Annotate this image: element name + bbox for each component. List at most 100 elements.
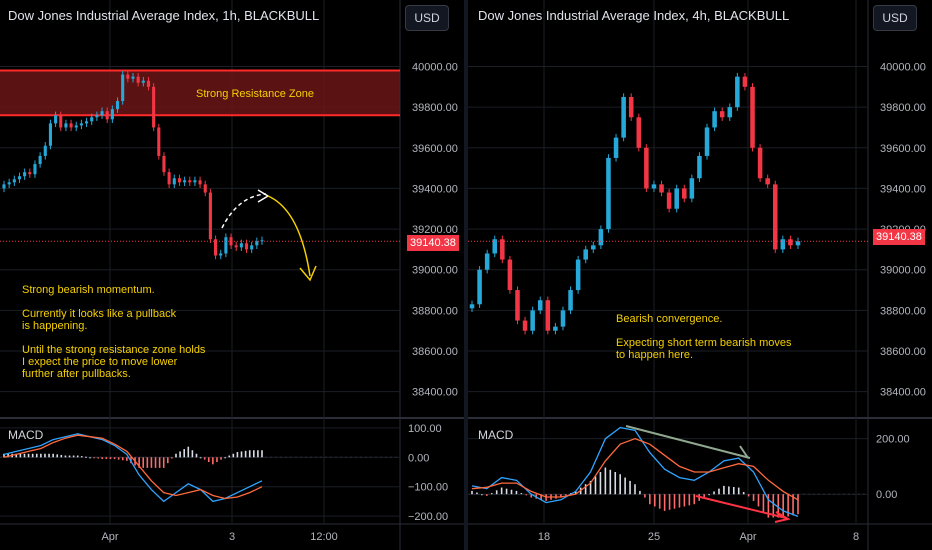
price-tick-label: 39600.00	[412, 143, 458, 155]
macd-histogram-bar	[171, 457, 173, 459]
candle-body	[255, 241, 259, 246]
macd-histogram-bar	[713, 491, 715, 495]
panel-divider[interactable]	[464, 0, 468, 550]
candle-body	[17, 176, 22, 180]
macd-histogram-bar	[732, 487, 735, 495]
macd-histogram-bar	[500, 487, 503, 495]
price-tick-label: 40000.00	[880, 61, 926, 73]
macd-histogram-bar	[248, 450, 251, 458]
macd-histogram-bar	[27, 453, 30, 458]
candle-body	[659, 184, 664, 193]
macd-histogram-bar	[52, 453, 54, 458]
macd-histogram-bar	[634, 484, 636, 495]
macd-histogram-bar	[703, 494, 705, 498]
candle-body	[12, 179, 16, 183]
candle-body	[183, 180, 187, 183]
candle-body	[772, 184, 778, 250]
candle-body	[735, 76, 740, 108]
price-tick-label: 39000.00	[880, 265, 926, 277]
macd-histogram-bar	[195, 453, 198, 458]
macd-histogram-bar	[530, 494, 533, 498]
right-currency-button[interactable]: USD	[873, 5, 917, 31]
price-tick-label: 39800.00	[880, 102, 926, 114]
macd-divergence-trendline	[625, 425, 751, 459]
candle-body	[33, 164, 37, 175]
macd-histogram-bar	[244, 450, 247, 458]
left-macd-label: MACD	[8, 428, 44, 442]
price-tick-label: 39400.00	[412, 183, 458, 195]
macd-histogram-bar	[787, 494, 789, 517]
macd-histogram-bar	[762, 494, 765, 512]
right-chart-title: Dow Jones Industrial Average Index, 4h, …	[478, 8, 790, 23]
macd-histogram-bar	[64, 455, 67, 458]
macd-tick-label: −100.00	[408, 482, 448, 494]
pullback-dashed-arrow	[221, 193, 267, 229]
candle-body	[7, 182, 11, 185]
candle-body	[697, 155, 702, 179]
macd-histogram-bar	[723, 485, 725, 495]
candle-body	[54, 115, 58, 124]
candle-body	[719, 111, 725, 118]
candle-body	[765, 178, 770, 185]
left-chart-panel[interactable]: 40000.00 39800.00 39600.00 39400.00 39200.00…	[0, 0, 464, 550]
pullback-arrowhead	[257, 189, 270, 203]
macd-histogram-bar	[23, 453, 26, 458]
macd-histogram-bar	[56, 454, 59, 458]
macd-histogram-bar	[85, 456, 87, 458]
macd-histogram-bar	[167, 457, 169, 464]
candle-body	[500, 239, 505, 260]
candle-body	[244, 243, 249, 250]
histogram-falling-arrow	[695, 495, 787, 519]
candle-body	[704, 127, 710, 156]
macd-histogram-bar	[629, 480, 631, 495]
macd-histogram-bar	[142, 457, 145, 468]
macd-histogram-bar	[105, 457, 108, 460]
price-tick-label: 39600.00	[880, 143, 926, 155]
right-chart-panel[interactable]: 40000.0039800.0039600.0039400.0039200.00…	[468, 0, 932, 550]
candle-body	[172, 178, 176, 185]
time-tick-label: 18	[538, 531, 550, 543]
macd-tick-label: 100.00	[408, 423, 442, 435]
macd-histogram-bar	[93, 457, 95, 459]
macd-histogram-bar	[486, 494, 488, 496]
candle-body	[152, 86, 156, 128]
macd-histogram-bar	[772, 494, 775, 518]
macd-histogram-bar	[797, 494, 799, 515]
candle-body	[146, 80, 151, 87]
left-currency-button[interactable]: USD	[405, 5, 449, 31]
candle-body	[628, 96, 634, 118]
macd-histogram-bar	[619, 474, 621, 495]
bearish-projection-arrow	[267, 195, 311, 277]
candle-body	[198, 180, 202, 185]
candle-body	[157, 127, 161, 156]
macd-histogram-bar	[737, 487, 740, 495]
candle-body	[757, 147, 763, 179]
macd-histogram-bar	[240, 451, 243, 458]
macd-histogram-bar	[708, 494, 710, 496]
candle-body	[651, 184, 657, 189]
macd-histogram-bar	[179, 451, 181, 458]
candle-body	[43, 145, 47, 156]
price-tick-label: 39400.00	[880, 183, 926, 195]
macd-histogram-bar	[481, 494, 483, 496]
macd-histogram-bar	[146, 457, 149, 468]
candle-body	[141, 80, 145, 83]
candle-body	[79, 123, 83, 126]
candle-body	[780, 239, 786, 250]
candle-body	[239, 243, 243, 248]
macd-histogram-bar	[565, 494, 567, 496]
macd-histogram-bar	[540, 494, 542, 500]
macd-histogram-bar	[728, 486, 730, 495]
macd-histogram-bar	[15, 453, 18, 458]
left-chart-canvas[interactable]: 40000.00 39800.00 39600.00 39400.00 39200.00…	[0, 0, 464, 550]
candle-body	[788, 239, 793, 246]
right-chart-canvas[interactable]: 40000.0039800.0039600.0039400.0039200.00…	[468, 0, 932, 550]
macd-histogram-bar	[35, 453, 38, 458]
macd-histogram-bar	[191, 450, 194, 458]
candle-body	[2, 184, 6, 189]
macd-histogram-bar	[683, 494, 686, 507]
macd-tick-label: 0.00	[408, 452, 429, 464]
macd-histogram-bar	[19, 453, 22, 458]
macd-histogram-bar	[220, 457, 222, 460]
macd-histogram-bar	[515, 490, 518, 495]
